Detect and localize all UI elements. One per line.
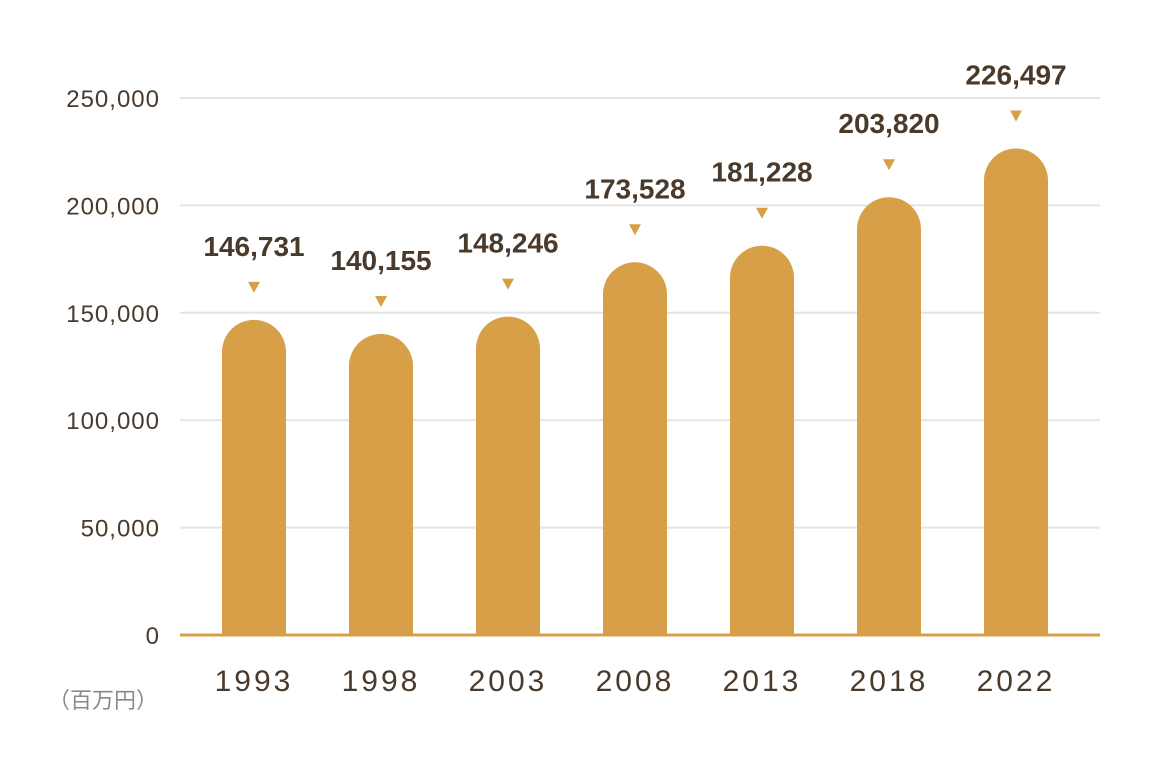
data-label-marker — [248, 281, 260, 293]
x-tick-label: 2013 — [723, 665, 802, 698]
x-tick-label: 2008 — [596, 665, 675, 698]
x-axis-tick-labels: 1993 1998 2003 2008 2013 2018 2022 — [215, 665, 1056, 698]
y-tick-label: 50,000 — [81, 516, 160, 543]
bar-2013 — [730, 245, 794, 635]
data-label: 226,497 — [965, 59, 1066, 90]
data-label-marker — [502, 278, 514, 290]
bar-2018 — [857, 197, 921, 635]
x-tick-label: 2018 — [850, 665, 929, 698]
data-label-marker — [375, 295, 387, 307]
y-tick-label: 100,000 — [66, 408, 160, 435]
data-label: 148,246 — [457, 228, 558, 259]
x-tick-label: 1993 — [215, 665, 294, 698]
data-label-marker — [629, 224, 641, 236]
y-tick-label: 150,000 — [66, 301, 160, 328]
data-label-marker — [1010, 110, 1022, 122]
y-tick-label: 0 — [146, 623, 160, 650]
data-label-marker — [756, 207, 768, 219]
y-tick-label: 250,000 — [66, 86, 160, 113]
data-label: 146,731 — [203, 231, 304, 262]
y-axis-tick-labels: 0 50,000 100,000 150,000 200,000 250,000 — [66, 86, 160, 650]
y-tick-label: 200,000 — [66, 193, 160, 220]
unit-label: （百万円） — [48, 689, 158, 714]
bar-2003 — [476, 316, 540, 635]
x-tick-label: 2003 — [469, 665, 548, 698]
x-tick-label: 2022 — [977, 665, 1056, 698]
data-label: 173,528 — [584, 173, 685, 204]
data-label: 203,820 — [838, 108, 939, 139]
bars — [222, 148, 1048, 636]
bar-1993 — [222, 319, 286, 635]
data-labels: 146,731 140,155 148,246 173,528 181,228 203,8… — [203, 59, 1067, 307]
bar-2008 — [603, 262, 667, 635]
x-tick-label: 1998 — [342, 665, 421, 698]
data-label: 140,155 — [330, 245, 431, 276]
data-label: 181,228 — [711, 157, 812, 188]
data-label-marker — [883, 159, 895, 171]
bar-1998 — [349, 333, 413, 635]
bar-2022 — [984, 148, 1048, 636]
